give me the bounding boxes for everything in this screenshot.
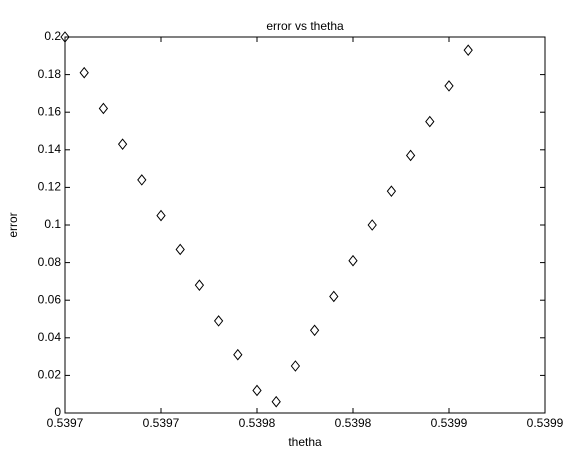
data-point bbox=[463, 44, 473, 56]
x-axis-label: thetha bbox=[288, 435, 322, 449]
data-point bbox=[98, 102, 109, 115]
data-point bbox=[329, 290, 339, 303]
y-tick-label: 0.16 bbox=[38, 104, 62, 118]
data-point bbox=[290, 360, 301, 372]
chart-title: error vs thetha bbox=[266, 19, 344, 33]
y-tick-label: 0.2 bbox=[44, 29, 61, 43]
x-tick-label: 0.5398 bbox=[239, 416, 276, 430]
x-tick-label: 0.5397 bbox=[143, 416, 180, 430]
y-tick-label: 0.02 bbox=[38, 368, 62, 382]
data-point bbox=[213, 315, 224, 327]
data-point bbox=[386, 185, 397, 197]
data-point bbox=[252, 384, 262, 397]
data-point bbox=[405, 149, 416, 162]
data-point bbox=[194, 279, 205, 291]
x-tick-label: 0.5398 bbox=[335, 416, 372, 430]
y-tick-label: 0.1 bbox=[44, 217, 61, 231]
x-tick-label: 0.5399 bbox=[527, 416, 564, 430]
y-tick-label: 0.04 bbox=[38, 330, 62, 344]
y-axis-label: error bbox=[6, 212, 20, 237]
y-tick-label: 0 bbox=[54, 405, 61, 419]
y-tick-label: 0.08 bbox=[38, 255, 62, 269]
y-tick-label: 0.12 bbox=[38, 180, 62, 194]
x-tick-label: 0.5397 bbox=[47, 416, 84, 430]
data-point bbox=[60, 31, 70, 43]
data-point bbox=[175, 243, 185, 256]
data-point bbox=[137, 174, 147, 186]
y-tick-label: 0.18 bbox=[38, 67, 62, 81]
data-point bbox=[367, 219, 377, 231]
data-point bbox=[271, 395, 281, 408]
y-tick-label: 0.14 bbox=[38, 142, 62, 156]
data-point bbox=[117, 138, 128, 150]
data-point bbox=[444, 80, 454, 92]
data-point bbox=[425, 115, 435, 128]
data-point bbox=[233, 348, 243, 361]
data-point bbox=[79, 66, 89, 79]
data-point bbox=[156, 209, 166, 222]
plot-area bbox=[64, 36, 546, 414]
data-point bbox=[309, 324, 320, 337]
data-point bbox=[348, 254, 358, 267]
y-tick-label: 0.06 bbox=[38, 292, 62, 306]
x-tick-label: 0.5399 bbox=[431, 416, 468, 430]
